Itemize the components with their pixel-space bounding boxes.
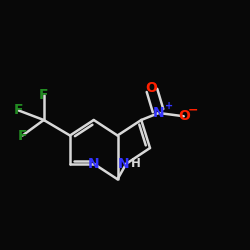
Text: −: − [188, 104, 198, 117]
Text: +: + [165, 101, 173, 111]
Text: F: F [39, 88, 48, 102]
Text: O: O [178, 109, 190, 123]
Text: N: N [88, 157, 100, 171]
Text: F: F [18, 128, 27, 142]
Text: O: O [145, 81, 157, 95]
Text: F: F [14, 104, 24, 118]
Text: N: N [153, 106, 164, 120]
Text: N: N [118, 157, 129, 171]
Text: H: H [131, 157, 141, 170]
